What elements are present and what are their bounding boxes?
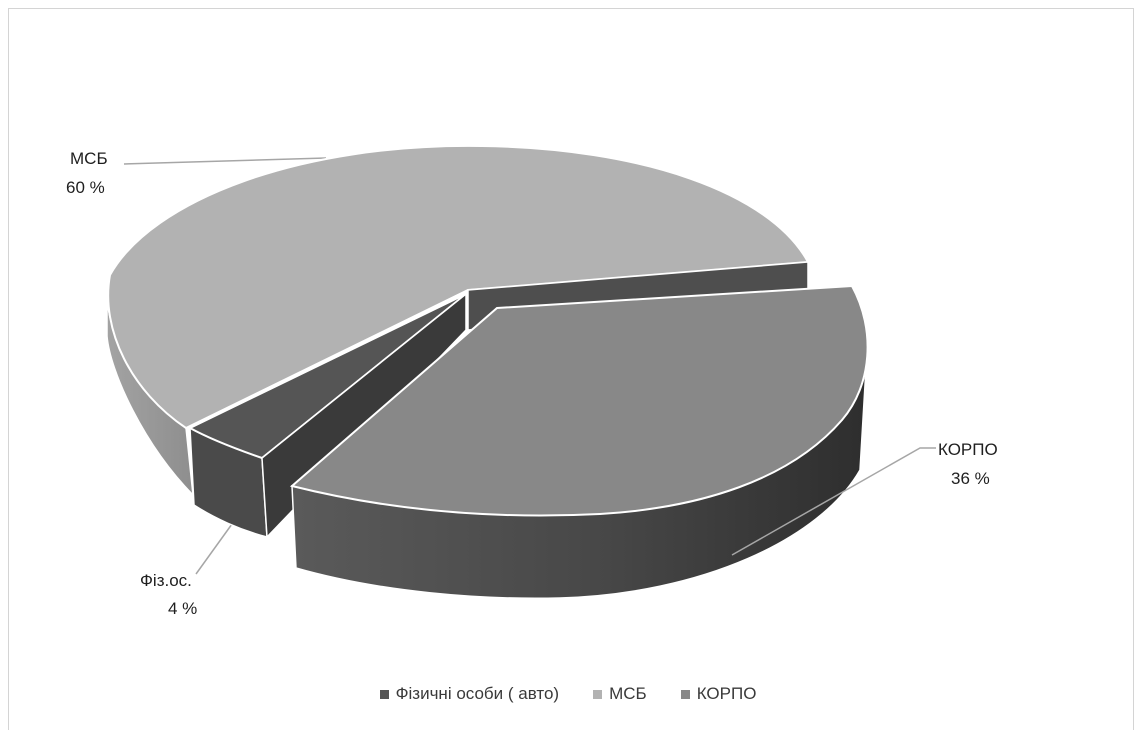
slice-msb-top	[107, 144, 810, 430]
label-msb-name: МСБ	[70, 149, 108, 168]
label-msb: МСБ 60 %	[66, 149, 108, 197]
leader-line-korpo	[731, 447, 936, 556]
legend-label-korpo: КОРПО	[696, 684, 757, 703]
legend-swatch-korpo	[680, 689, 690, 699]
slice-korpo[interactable]	[289, 284, 869, 600]
slice-fiz-top	[187, 293, 467, 460]
legend-item-msb[interactable]: МСБ	[593, 684, 647, 704]
legend-swatch-msb	[593, 689, 603, 699]
label-fiz-value: 4 %	[168, 599, 197, 618]
label-korpo-name: КОРПО	[938, 440, 998, 459]
legend-item-korpo[interactable]: КОРПО	[680, 684, 757, 704]
label-korpo-value: 36 %	[951, 469, 990, 488]
chart-legend: Фізичні особи ( авто) МСБ КОРПО	[0, 684, 1136, 704]
label-fiz: Фіз.ос. 4 %	[140, 571, 197, 618]
legend-label-msb: МСБ	[609, 684, 647, 703]
chart-frame	[8, 8, 1134, 730]
label-msb-value: 60 %	[66, 178, 105, 197]
slice-korpo-top	[289, 284, 869, 517]
legend-label-fiz: Фізичні особи ( авто)	[395, 684, 560, 703]
label-korpo: КОРПО 36 %	[938, 440, 998, 488]
leader-line-msb	[123, 157, 327, 165]
leader-line-fiz	[195, 523, 233, 575]
legend-item-fiz[interactable]: Фізичні особи ( авто)	[379, 684, 560, 704]
label-fiz-name: Фіз.ос.	[140, 571, 192, 590]
legend-swatch-fiz	[379, 689, 389, 699]
